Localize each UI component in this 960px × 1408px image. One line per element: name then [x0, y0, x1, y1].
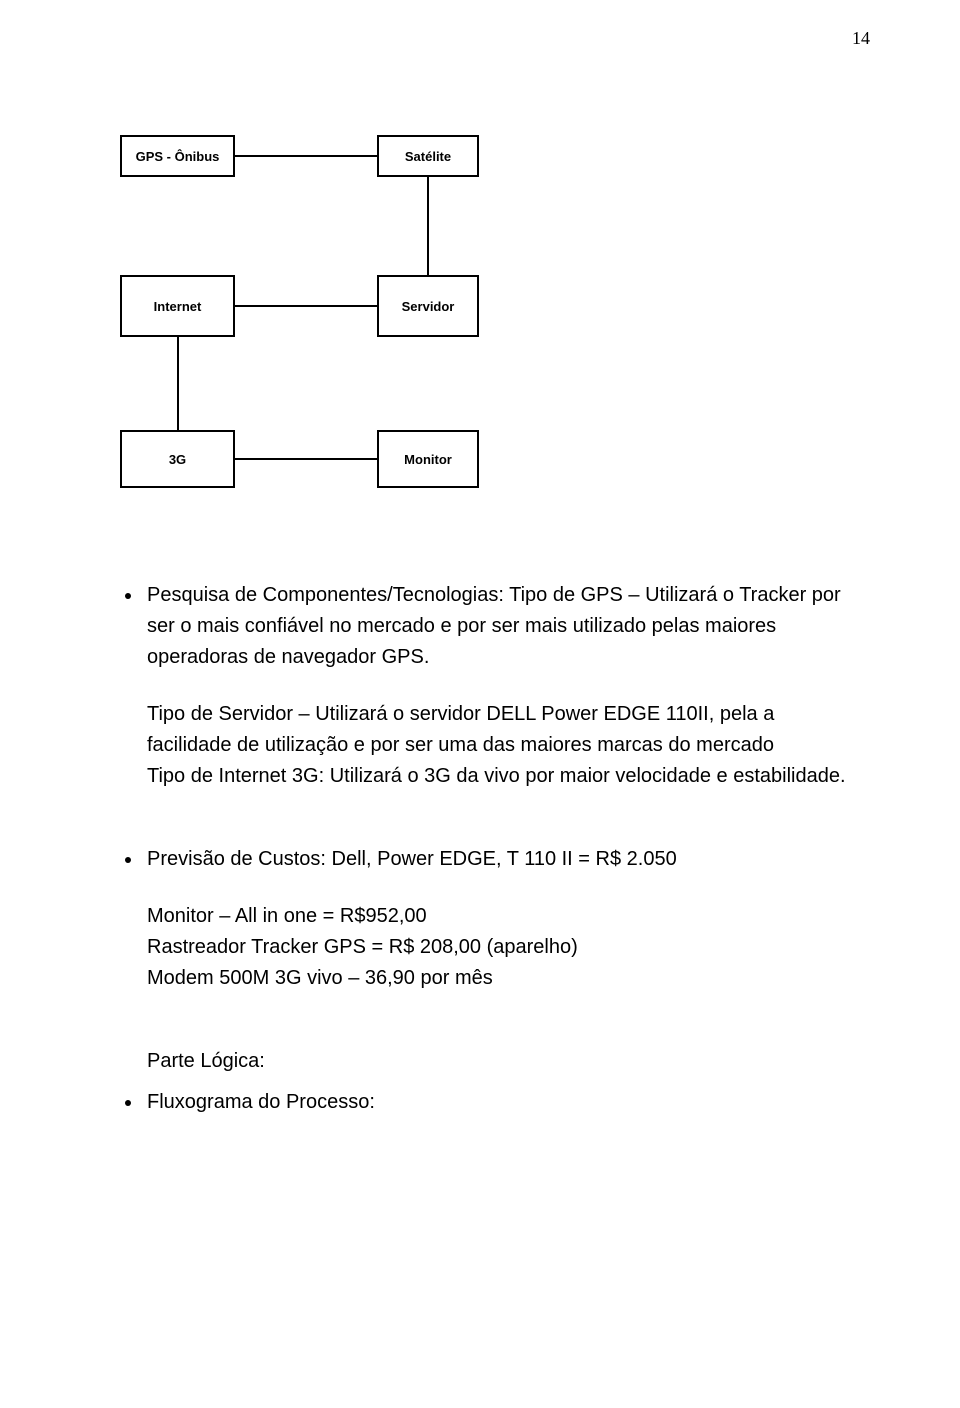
bullet-previsao: Previsão de Custos: Dell, Power EDGE, T … [143, 844, 860, 875]
node-label: Internet [154, 299, 202, 314]
bullet-pesquisa: Pesquisa de Componentes/Tecnologias: Tip… [143, 580, 860, 673]
heading-parte-logica: Parte Lógica: [147, 1046, 860, 1077]
network-diagram: GPS - Ônibus Satélite Internet Servidor … [115, 130, 590, 500]
bullet-fluxograma: Fluxograma do Processo: [143, 1087, 860, 1118]
bullet-prefix: Pesquisa de Componentes/Tecnologias: [147, 584, 509, 606]
text-servidor: Tipo de Servidor – Utilizará o servidor … [147, 699, 860, 761]
node-3g: 3G [120, 430, 235, 488]
node-label: Satélite [405, 149, 451, 164]
edge-internet-3g [177, 337, 179, 430]
page-number: 14 [852, 28, 870, 49]
text-internet: Tipo de Internet 3G: Utilizará o 3G da v… [147, 761, 860, 792]
node-label: GPS - Ônibus [136, 149, 220, 164]
node-servidor: Servidor [377, 275, 479, 337]
node-internet: Internet [120, 275, 235, 337]
text-modem: Modem 500M 3G vivo – 36,90 por mês [147, 963, 860, 994]
edge-gps-satelite [235, 155, 377, 157]
edge-satelite-servidor [427, 177, 429, 275]
node-label: 3G [169, 452, 186, 467]
text-monitor: Monitor – All in one = R$952,00 [147, 901, 860, 932]
node-monitor: Monitor [377, 430, 479, 488]
edge-internet-servidor [235, 305, 377, 307]
node-label: Monitor [404, 452, 452, 467]
edge-3g-monitor [235, 458, 377, 460]
body-text: Pesquisa de Componentes/Tecnologias: Tip… [115, 580, 860, 1144]
node-satelite: Satélite [377, 135, 479, 177]
node-label: Servidor [402, 299, 455, 314]
bullet-prefix: Previsão de Custos: [147, 848, 332, 870]
text-dell: Dell, Power EDGE, T 110 II = R$ 2.050 [332, 848, 677, 870]
node-gps-onibus: GPS - Ônibus [120, 135, 235, 177]
text-rastreador: Rastreador Tracker GPS = R$ 208,00 (apar… [147, 932, 860, 963]
